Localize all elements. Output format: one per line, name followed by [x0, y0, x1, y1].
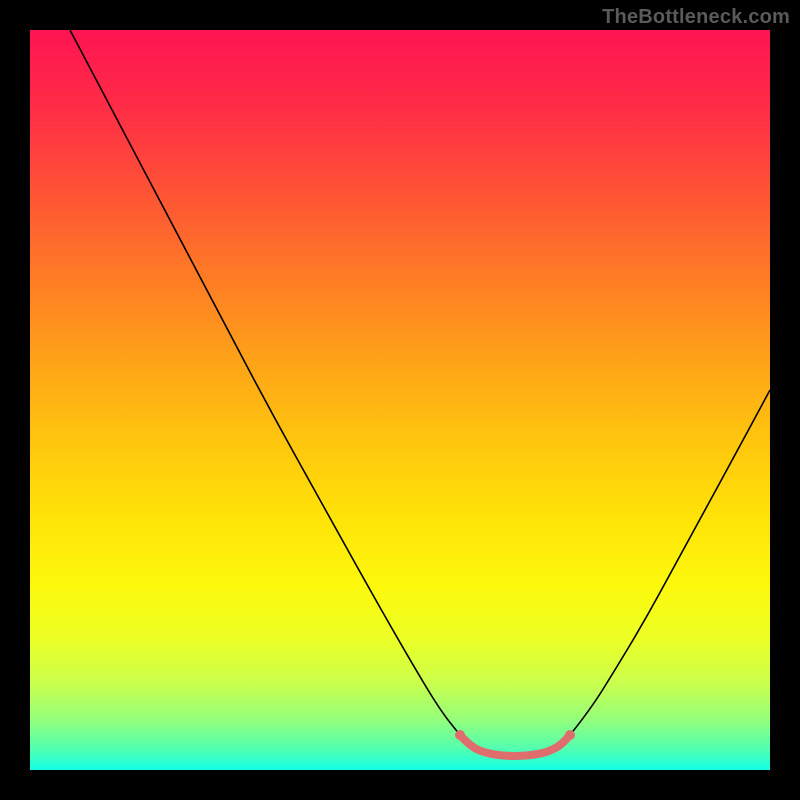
bottleneck-chart-svg: [0, 0, 800, 800]
chart-container: [0, 0, 800, 800]
plot-background: [30, 30, 770, 770]
band-dot-marker: [531, 752, 537, 758]
figure-frame: TheBottleneck.com: [0, 0, 800, 800]
band-dot-marker: [545, 749, 551, 755]
band-endpoint-marker: [455, 730, 465, 740]
band-dot-marker: [517, 753, 523, 759]
band-dot-marker: [503, 753, 509, 759]
watermark-text: TheBottleneck.com: [602, 6, 790, 29]
band-dot-marker: [489, 751, 495, 757]
band-endpoint-marker: [565, 730, 575, 740]
band-dot-marker: [557, 743, 563, 749]
band-dot-marker: [475, 747, 481, 753]
